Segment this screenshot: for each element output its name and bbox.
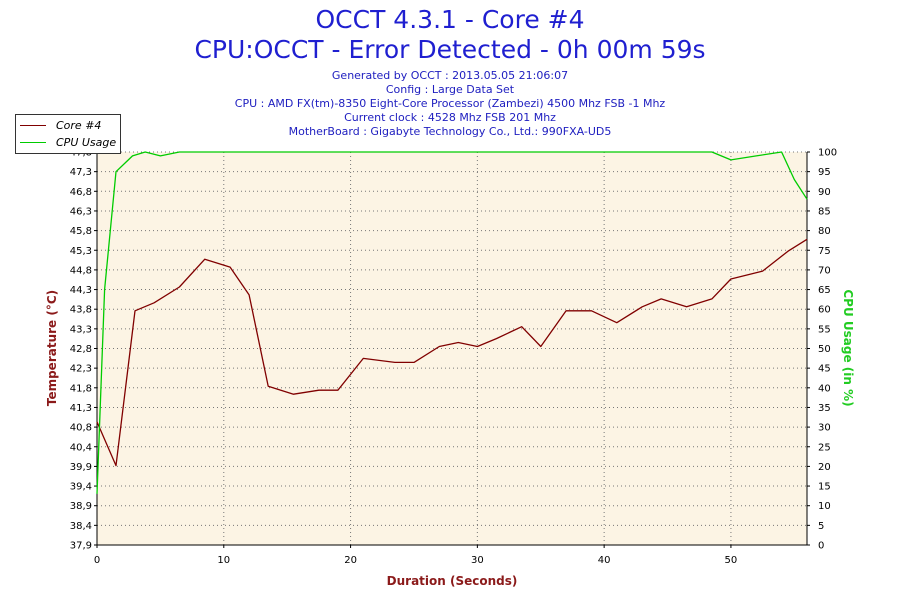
y2-tick-label: 10	[818, 501, 831, 512]
y-tick-label: 40,4	[70, 442, 92, 453]
y-tick-label: 41,3	[70, 403, 92, 414]
info-generated: Generated by OCCT : 2013.05.05 21:06:07	[331, 69, 569, 82]
y-tick-label: 41,8	[70, 383, 92, 394]
y2-tick-label: 15	[818, 482, 831, 493]
chart-subtitle: CPU:OCCT - Error Detected - 0h 00m 59s	[194, 35, 706, 64]
y2-tick-label: 55	[818, 324, 831, 335]
y-tick-label: 40,8	[70, 423, 92, 434]
y2-tick-label: 75	[818, 246, 831, 257]
x-tick-label: 50	[725, 555, 738, 566]
x-tick-label: 30	[471, 555, 484, 566]
y2-tick-label: 80	[818, 226, 831, 237]
x-tick-label: 40	[598, 555, 611, 566]
y-tick-label: 46,8	[70, 187, 92, 198]
y-tick-label: 38,4	[70, 521, 92, 532]
chart-legend: Core #4 CPU Usage	[15, 114, 121, 154]
y-tick-label: 45,3	[70, 246, 92, 257]
y-tick-label: 45,8	[70, 226, 92, 237]
x-axis-label: Duration (Seconds)	[387, 574, 518, 588]
y2-tick-label: 85	[818, 206, 831, 217]
x-tick-label: 0	[94, 555, 100, 566]
y2-tick-label: 45	[818, 364, 831, 375]
y-tick-label: 42,8	[70, 344, 92, 355]
y2-tick-label: 100	[818, 148, 837, 159]
y-tick-label: 39,4	[70, 482, 92, 493]
y2-tick-label: 60	[818, 305, 831, 316]
y2-tick-label: 65	[818, 285, 831, 296]
x-tick-label: 20	[344, 555, 357, 566]
y-tick-label: 42,3	[70, 364, 92, 375]
y-tick-label: 47,3	[70, 167, 92, 178]
y2-tick-label: 20	[818, 462, 831, 473]
info-cpu: CPU : AMD FX(tm)-8350 Eight-Core Process…	[234, 97, 666, 110]
y2-tick-label: 40	[818, 383, 831, 394]
y2-tick-label: 70	[818, 265, 831, 276]
legend-label-cpu-usage: CPU Usage	[56, 135, 117, 149]
y-tick-label: 44,3	[70, 285, 92, 296]
y2-tick-label: 95	[818, 167, 831, 178]
y-tick-label: 39,9	[70, 462, 92, 473]
info-clock: Current clock : 4528 Mhz FSB 201 Mhz	[344, 111, 556, 124]
y2-tick-label: 0	[818, 541, 824, 552]
legend-item-cpu-usage: CPU Usage	[20, 134, 116, 150]
plot-area	[97, 152, 807, 545]
y2-tick-label: 5	[818, 521, 824, 532]
y-tick-label: 44,8	[70, 265, 92, 276]
y2-tick-label: 90	[818, 187, 831, 198]
legend-label-core4: Core #4	[56, 118, 102, 132]
y2-tick-label: 25	[818, 442, 831, 453]
y-tick-label: 43,8	[70, 305, 92, 316]
legend-swatch-cpu-usage	[20, 141, 46, 143]
y2-tick-label: 30	[818, 423, 831, 434]
y-tick-label: 46,3	[70, 206, 92, 217]
series-line-cpu-usage	[96, 151, 808, 494]
y-tick-label: 38,9	[70, 501, 92, 512]
y-tick-label: 43,3	[70, 324, 92, 335]
y2-tick-label: 35	[818, 403, 831, 414]
info-motherboard: MotherBoard : Gigabyte Technology Co., L…	[288, 125, 612, 138]
y2-tick-label: 50	[818, 344, 831, 355]
chart-title: OCCT 4.3.1 - Core #4	[315, 5, 585, 34]
legend-swatch-core4	[20, 124, 46, 126]
series-line-core4	[96, 238, 808, 467]
x-tick-label: 10	[217, 555, 230, 566]
legend-item-core4: Core #4	[20, 117, 101, 133]
y-axis-label: Temperature (°C)	[45, 290, 59, 406]
y2-axis-label: CPU Usage (in %)	[841, 289, 855, 406]
y-tick-label: 37,9	[70, 541, 92, 552]
info-config: Config : Large Data Set	[385, 83, 515, 96]
